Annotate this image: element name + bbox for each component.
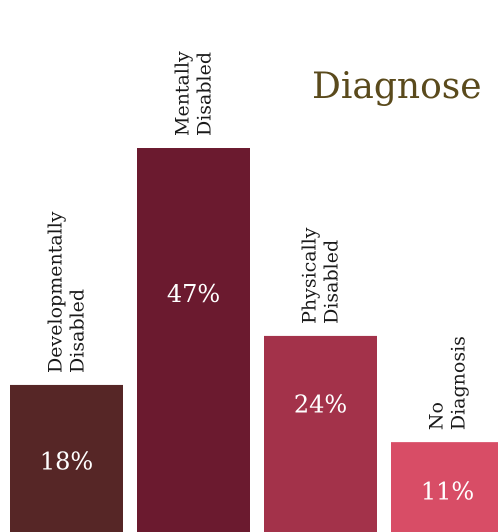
chart-title: Diagnose bbox=[312, 66, 482, 107]
bar-2 bbox=[264, 335, 377, 532]
value-label-0: 18% bbox=[40, 447, 93, 475]
bar-1 bbox=[137, 148, 250, 532]
value-label-3: 11% bbox=[421, 478, 474, 506]
category-label-1-line-0: Mentally bbox=[172, 51, 194, 136]
category-label-1-line-1: Disabled bbox=[194, 52, 216, 136]
category-label-2-line-1: Disabled bbox=[321, 240, 343, 324]
value-label-1: 47% bbox=[167, 280, 220, 308]
category-label-0-line-1: Disabled bbox=[67, 289, 89, 373]
category-label-2-line-0: Physically bbox=[299, 227, 321, 324]
value-label-2: 24% bbox=[294, 391, 347, 419]
category-label-3-line-1: Diagnosis bbox=[448, 336, 470, 430]
bars-group: 18%Developmentally Disabled 47%Mentally Dis… bbox=[10, 51, 498, 532]
category-label-3-line-0: No bbox=[426, 402, 448, 430]
category-label-0-line-0: Developmentally bbox=[45, 211, 67, 373]
bar-3 bbox=[391, 442, 498, 532]
bar-0 bbox=[10, 384, 123, 532]
